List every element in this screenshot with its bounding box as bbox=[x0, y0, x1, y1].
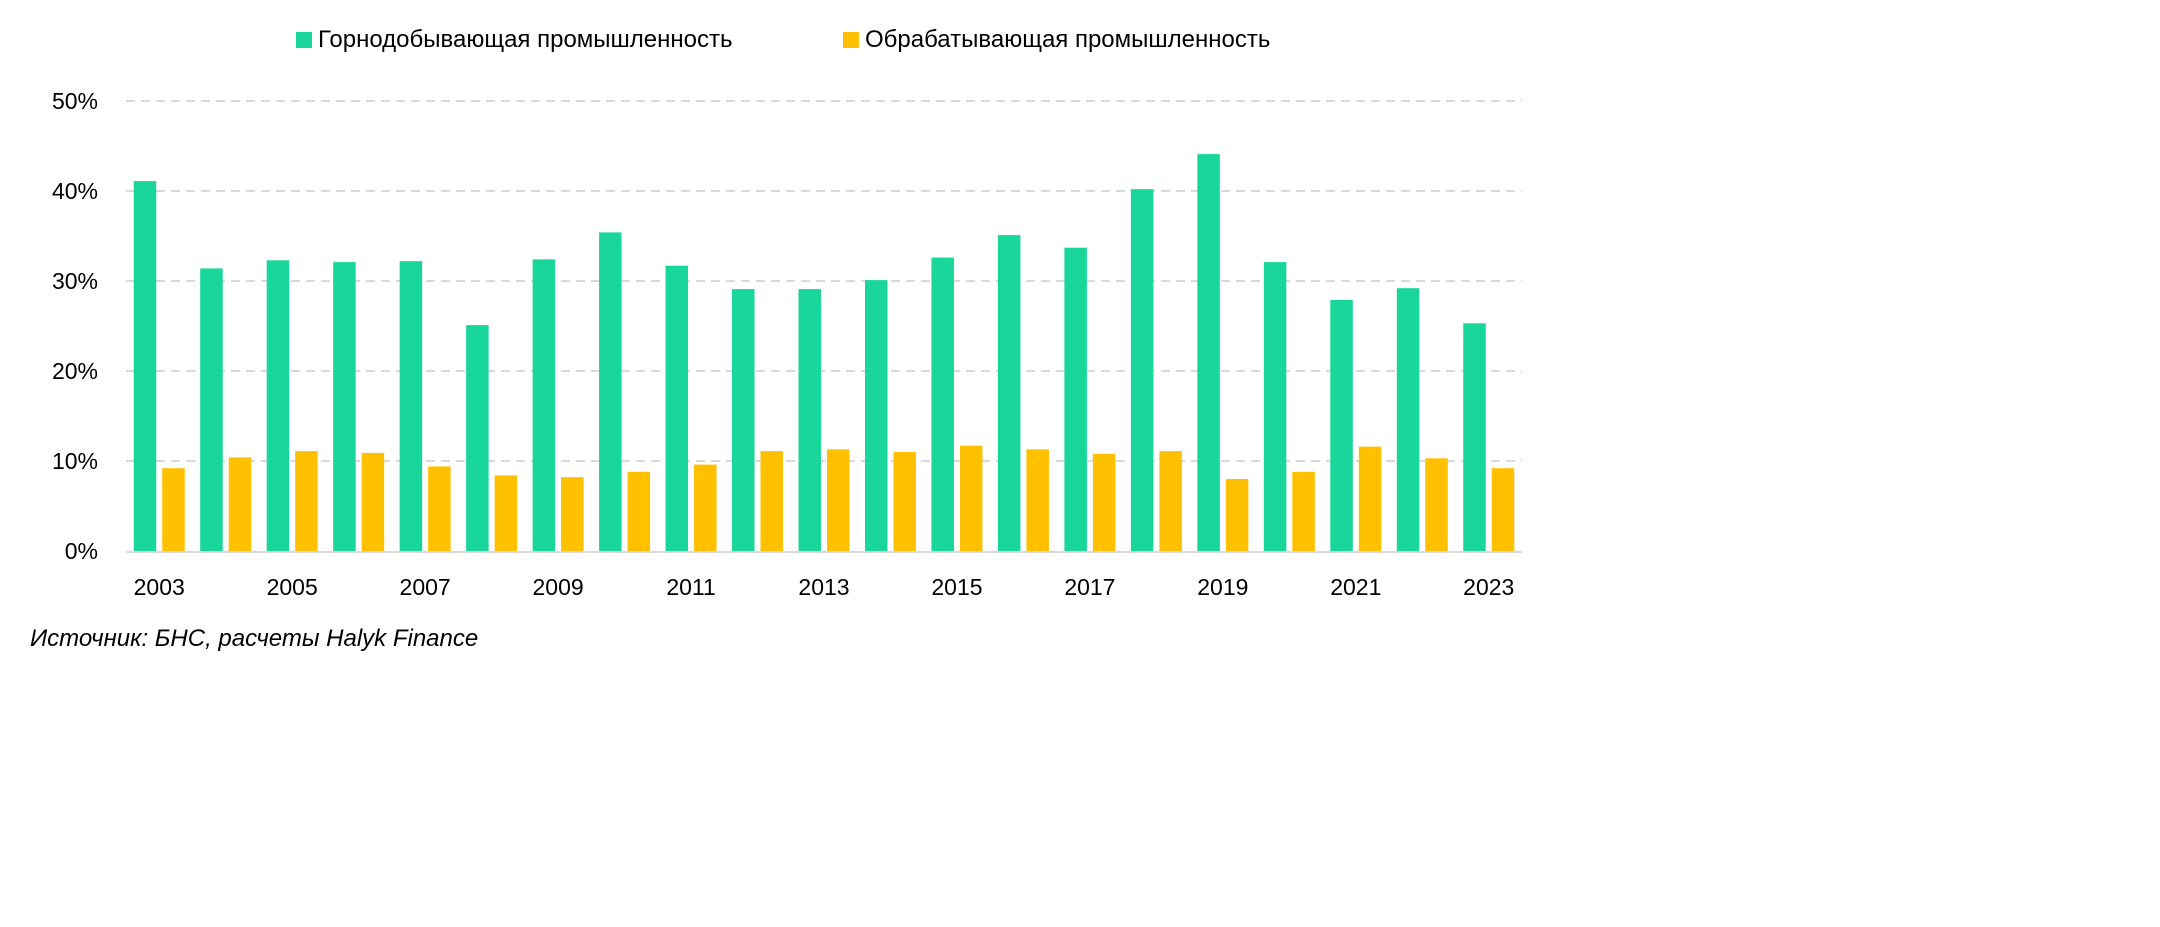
bar-manufacturing bbox=[1425, 458, 1448, 551]
bar-manufacturing bbox=[1092, 453, 1116, 551]
y-tick-label: 40% bbox=[52, 178, 98, 204]
gridlines bbox=[126, 100, 1522, 462]
bar-manufacturing bbox=[893, 452, 916, 551]
bar-manufacturing bbox=[561, 477, 584, 551]
y-tick-label: 10% bbox=[52, 448, 98, 474]
bar-mining bbox=[665, 265, 689, 551]
bar-mining bbox=[333, 262, 356, 551]
bar-mining bbox=[1197, 154, 1220, 551]
bar-mining bbox=[798, 289, 821, 551]
bar-mining bbox=[200, 268, 223, 551]
x-axis-labels: 2003 2005 2007 2009 2011 2013 2015 2017 2019 2021… bbox=[134, 574, 1515, 600]
y-tick-label: 20% bbox=[52, 358, 98, 384]
legend-label-manufacturing: Обрабатывающая промышленность bbox=[865, 26, 1271, 53]
bar-mining bbox=[1064, 247, 1087, 551]
x-tick-label: 2015 bbox=[931, 574, 982, 600]
bar-manufacturing bbox=[162, 468, 185, 551]
bar-manufacturing bbox=[1358, 446, 1382, 551]
bar-manufacturing bbox=[228, 457, 252, 551]
bar-mining bbox=[931, 257, 954, 551]
bar-chart: 0%10%20%30%40%50% 2003 2005 2007 2009 2011 20… bbox=[52, 88, 1522, 600]
x-tick-label: 2005 bbox=[267, 574, 318, 600]
bar-manufacturing bbox=[494, 475, 518, 551]
legend-item-manufacturing: Обрабатывающая промышленность bbox=[843, 22, 1270, 58]
bar-mining bbox=[599, 232, 622, 551]
x-tick-label: 2011 bbox=[666, 574, 715, 600]
y-tick-label: 50% bbox=[52, 88, 98, 114]
x-tick-label: 2003 bbox=[134, 574, 185, 600]
bar-mining bbox=[266, 260, 290, 551]
y-tick-label: 30% bbox=[52, 268, 98, 294]
bar-mining bbox=[466, 325, 489, 551]
bar-manufacturing bbox=[295, 451, 318, 551]
x-tick-label: 2023 bbox=[1463, 574, 1514, 600]
bar-manufacturing bbox=[1026, 449, 1049, 551]
bar-manufacturing bbox=[760, 451, 784, 551]
bar-mining bbox=[1396, 288, 1420, 551]
legend-label-mining: Горнодобывающая промышленность bbox=[318, 26, 733, 53]
bar-mining bbox=[1130, 189, 1154, 551]
bar-mining bbox=[997, 235, 1021, 551]
x-tick-label: 2009 bbox=[533, 574, 584, 600]
legend-swatch-manufacturing bbox=[843, 32, 859, 48]
bar-mining bbox=[1263, 262, 1287, 551]
legend-swatch-mining bbox=[296, 32, 312, 48]
bar-manufacturing bbox=[827, 449, 850, 551]
bar-manufacturing bbox=[1159, 451, 1182, 551]
bar-manufacturing bbox=[1491, 468, 1515, 551]
bar-mining bbox=[732, 289, 755, 551]
x-tick-label: 2021 bbox=[1330, 574, 1381, 600]
source-note: Источник: БНС, расчеты Halyk Finance bbox=[30, 625, 479, 652]
x-tick-label: 2017 bbox=[1064, 574, 1115, 600]
bar-mining bbox=[133, 181, 157, 551]
bar-manufacturing bbox=[428, 466, 451, 551]
bar-manufacturing bbox=[1225, 479, 1249, 551]
chart-legend: Горнодобывающая промышленность Обрабатыв… bbox=[0, 22, 1568, 58]
bar-mining bbox=[864, 280, 888, 551]
y-tick-label: 0% bbox=[65, 538, 98, 564]
bar-manufacturing bbox=[627, 471, 651, 551]
x-tick-label: 2013 bbox=[798, 574, 849, 600]
bar-mining bbox=[1463, 323, 1486, 551]
bar-manufacturing bbox=[1292, 471, 1315, 551]
x-tick-label: 2007 bbox=[400, 574, 451, 600]
bar-manufacturing bbox=[361, 452, 385, 551]
y-axis-labels: 0% 10% 20% 30% 40% 50% bbox=[52, 88, 98, 564]
legend-item-mining: Горнодобывающая промышленность bbox=[296, 22, 733, 58]
bars bbox=[133, 154, 1515, 551]
x-tick-label: 2019 bbox=[1197, 574, 1248, 600]
bar-mining bbox=[1330, 299, 1353, 551]
bar-mining bbox=[399, 261, 423, 551]
bar-mining bbox=[532, 259, 556, 551]
bar-manufacturing bbox=[959, 445, 983, 551]
bar-manufacturing bbox=[694, 464, 717, 551]
